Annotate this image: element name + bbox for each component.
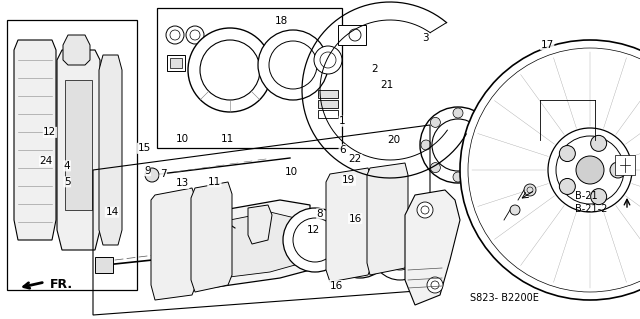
Text: 10: 10 bbox=[285, 167, 298, 177]
Circle shape bbox=[576, 156, 604, 184]
Circle shape bbox=[460, 40, 640, 300]
Bar bbox=[615, 155, 635, 175]
Circle shape bbox=[417, 202, 433, 218]
Polygon shape bbox=[65, 80, 92, 210]
Circle shape bbox=[420, 107, 496, 183]
Text: 20: 20 bbox=[387, 135, 400, 145]
Bar bbox=[167, 55, 185, 71]
Text: 4: 4 bbox=[64, 161, 70, 171]
Polygon shape bbox=[248, 205, 272, 244]
Text: 17: 17 bbox=[541, 40, 554, 50]
Bar bbox=[318, 110, 338, 118]
Text: 24: 24 bbox=[40, 156, 52, 166]
Bar bbox=[95, 257, 113, 273]
Polygon shape bbox=[151, 188, 196, 300]
Circle shape bbox=[485, 140, 495, 150]
Circle shape bbox=[527, 137, 563, 173]
Circle shape bbox=[453, 108, 463, 118]
Circle shape bbox=[516, 166, 529, 177]
Text: 10: 10 bbox=[176, 134, 189, 144]
Bar bbox=[318, 90, 338, 98]
Circle shape bbox=[559, 145, 575, 161]
Text: 7: 7 bbox=[160, 169, 166, 179]
Circle shape bbox=[372, 224, 428, 280]
Circle shape bbox=[567, 149, 579, 161]
Circle shape bbox=[610, 162, 626, 178]
Circle shape bbox=[430, 117, 440, 127]
Bar bbox=[157, 8, 342, 148]
Polygon shape bbox=[63, 35, 90, 65]
Circle shape bbox=[427, 277, 443, 293]
Circle shape bbox=[524, 184, 536, 196]
Text: 12: 12 bbox=[307, 225, 320, 235]
Text: 15: 15 bbox=[138, 143, 150, 153]
Circle shape bbox=[186, 26, 204, 44]
Polygon shape bbox=[326, 168, 372, 282]
Text: 11: 11 bbox=[221, 134, 234, 144]
Polygon shape bbox=[191, 182, 232, 292]
Circle shape bbox=[591, 135, 607, 152]
Text: B-21: B-21 bbox=[575, 191, 597, 201]
Text: 16: 16 bbox=[330, 280, 342, 291]
Text: 3: 3 bbox=[422, 33, 429, 43]
Text: FR.: FR. bbox=[50, 278, 73, 292]
Circle shape bbox=[471, 133, 515, 177]
Bar bbox=[7, 20, 137, 290]
Circle shape bbox=[548, 122, 559, 134]
Circle shape bbox=[548, 176, 559, 188]
Text: B-21-2: B-21-2 bbox=[575, 204, 607, 214]
Text: S823- B2200E: S823- B2200E bbox=[470, 293, 540, 303]
Bar bbox=[318, 100, 338, 108]
Text: 22: 22 bbox=[349, 154, 362, 165]
Circle shape bbox=[314, 46, 342, 74]
Text: 12: 12 bbox=[44, 127, 56, 137]
Bar bbox=[170, 58, 182, 68]
Text: 5: 5 bbox=[64, 177, 70, 187]
Circle shape bbox=[453, 172, 463, 182]
Circle shape bbox=[194, 217, 206, 229]
Circle shape bbox=[476, 163, 486, 173]
Circle shape bbox=[330, 218, 390, 278]
Polygon shape bbox=[405, 190, 460, 305]
Polygon shape bbox=[14, 40, 56, 240]
Text: 18: 18 bbox=[275, 16, 288, 26]
Bar bbox=[196, 218, 204, 225]
Circle shape bbox=[188, 28, 272, 112]
Polygon shape bbox=[175, 200, 310, 290]
Circle shape bbox=[476, 117, 486, 127]
Circle shape bbox=[516, 132, 529, 145]
Text: 14: 14 bbox=[106, 207, 118, 217]
Text: 2: 2 bbox=[371, 63, 378, 74]
Text: 8: 8 bbox=[317, 209, 323, 219]
Text: 16: 16 bbox=[349, 213, 362, 224]
Circle shape bbox=[493, 103, 597, 207]
Polygon shape bbox=[205, 212, 295, 280]
Circle shape bbox=[145, 168, 159, 182]
Text: 19: 19 bbox=[342, 175, 355, 185]
Text: 6: 6 bbox=[339, 145, 346, 155]
Text: 1: 1 bbox=[339, 116, 346, 126]
Text: 13: 13 bbox=[176, 178, 189, 189]
Circle shape bbox=[258, 30, 328, 100]
Circle shape bbox=[510, 205, 520, 215]
Circle shape bbox=[498, 157, 534, 193]
Circle shape bbox=[536, 146, 554, 164]
Circle shape bbox=[430, 163, 440, 173]
Polygon shape bbox=[99, 55, 122, 245]
Text: 9: 9 bbox=[144, 166, 150, 176]
Circle shape bbox=[166, 26, 184, 44]
Polygon shape bbox=[367, 163, 408, 275]
Circle shape bbox=[559, 178, 575, 195]
Circle shape bbox=[212, 210, 224, 222]
Circle shape bbox=[421, 140, 431, 150]
Circle shape bbox=[591, 189, 607, 204]
Bar bbox=[338, 25, 366, 45]
Text: 21: 21 bbox=[381, 79, 394, 90]
Text: 11: 11 bbox=[208, 177, 221, 187]
Circle shape bbox=[283, 208, 347, 272]
Polygon shape bbox=[57, 50, 100, 250]
